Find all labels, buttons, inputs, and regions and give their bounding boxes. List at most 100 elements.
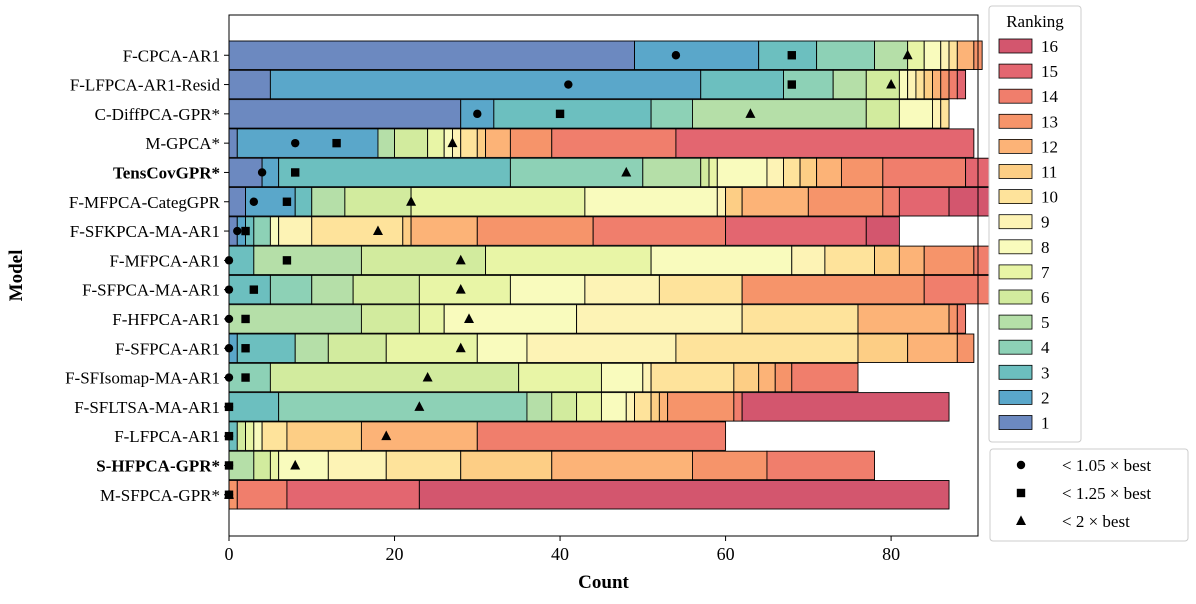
bar-segment-rank-11 bbox=[402, 216, 412, 246]
bar-segment-rank-11 bbox=[733, 362, 760, 393]
bar-segment-rank-5 bbox=[874, 40, 909, 70]
y-tick-label: M-GPCA* bbox=[145, 134, 220, 153]
y-tick-label: F-LFPCA-AR1-Resid bbox=[70, 76, 221, 95]
y-tick-label: M-SFPCA-GPR* bbox=[100, 486, 220, 505]
y-tick-label: TensCovGPR* bbox=[113, 163, 220, 182]
marker-square bbox=[282, 256, 292, 265]
bar-segment-rank-8 bbox=[923, 40, 942, 70]
bar-segment-rank-10 bbox=[460, 128, 478, 158]
bar-segment-rank-13 bbox=[509, 128, 553, 158]
bar-segment-rank-6 bbox=[360, 304, 420, 334]
bar-segment-rank-13 bbox=[956, 333, 975, 363]
bar-segment-rank-13 bbox=[741, 274, 925, 305]
bar-segment-rank-5 bbox=[253, 245, 362, 276]
bar-segment-rank-5 bbox=[311, 187, 346, 217]
bar-segment-rank-4 bbox=[269, 274, 313, 305]
y-axis: F-CPCA-AR1 F-LFPCA-AR1-Resid C-DiffPCA-GPR… bbox=[65, 46, 229, 505]
bar-segment-rank-3 bbox=[278, 157, 511, 188]
y-tick-label: F-SFPCA-AR1 bbox=[115, 339, 220, 358]
y-tick-label: F-LFPCA-AR1 bbox=[114, 427, 220, 446]
bar-segment-rank-2 bbox=[634, 40, 760, 70]
marker-triangle bbox=[886, 78, 897, 89]
bar-segment-rank-9 bbox=[278, 216, 313, 246]
x-tick-label: 20 bbox=[386, 544, 404, 564]
marker-triangle bbox=[902, 49, 913, 60]
bar-segment-rank-6 bbox=[344, 187, 412, 217]
bar-segment-rank-10 bbox=[948, 40, 958, 70]
legend-swatch-rank-4 bbox=[998, 339, 1033, 355]
plot-frame bbox=[228, 14, 979, 537]
legend-label: 3 bbox=[1041, 363, 1050, 382]
bar-segment-rank-8 bbox=[443, 304, 578, 334]
bar-segment-rank-12 bbox=[360, 421, 478, 451]
bar-segment-rank-6 bbox=[700, 157, 710, 188]
bar-segment-rank-10 bbox=[634, 392, 652, 422]
marker-legend-frame bbox=[989, 448, 1189, 542]
marker-square bbox=[282, 197, 292, 206]
legend-swatch-rank-7 bbox=[998, 264, 1033, 280]
bar-segment-rank-15 bbox=[898, 187, 950, 217]
marker-square bbox=[787, 51, 796, 60]
bar-segment-rank-11 bbox=[857, 333, 909, 363]
bar-segment-rank-11 bbox=[460, 450, 553, 481]
y-tick-label: F-MFPCA-CategGPR bbox=[69, 193, 221, 212]
y-tick-label: S-HFPCA-GPR* bbox=[96, 456, 220, 475]
bar-segment-rank-6 bbox=[865, 69, 900, 100]
bar-segment-rank-14 bbox=[551, 128, 677, 158]
legend-swatch-rank-8 bbox=[998, 239, 1033, 255]
bar-segment-rank-13 bbox=[476, 216, 594, 246]
legend-label: 16 bbox=[1041, 37, 1058, 56]
legend-swatch-rank-9 bbox=[998, 214, 1033, 230]
bar-segment-rank-1 bbox=[228, 69, 271, 100]
bar-segment-rank-4 bbox=[228, 362, 271, 393]
bar-segment-rank-14 bbox=[592, 216, 727, 246]
bar-segment-rank-7 bbox=[576, 392, 602, 422]
marker-triangle bbox=[745, 108, 756, 118]
bar-segment-rank-9 bbox=[940, 40, 950, 70]
bar-segment-rank-13 bbox=[807, 187, 884, 217]
marker-square bbox=[241, 373, 250, 382]
marker-circle bbox=[473, 109, 482, 119]
bar-segment-rank-2 bbox=[236, 128, 379, 158]
bar-segment-rank-12 bbox=[956, 40, 975, 70]
bar-segment-rank-9 bbox=[576, 304, 743, 334]
bar-segment-rank-14 bbox=[236, 480, 288, 510]
bar-segment-rank-12 bbox=[741, 187, 809, 217]
bar-segment-rank-14 bbox=[476, 421, 727, 451]
marker-square bbox=[291, 168, 300, 177]
bar-segment-rank-8 bbox=[600, 392, 627, 422]
bar-segment-rank-9 bbox=[766, 157, 784, 188]
y-tick-label: F-CPCA-AR1 bbox=[123, 46, 220, 65]
marker-square bbox=[787, 80, 796, 89]
legend-label: 8 bbox=[1041, 238, 1050, 257]
bar-segment-rank-4 bbox=[509, 157, 644, 188]
bar-segment-rank-13 bbox=[940, 69, 950, 100]
bar-segment-rank-9 bbox=[625, 392, 635, 422]
bar-segment-rank-16 bbox=[741, 392, 950, 422]
bar-segment-rank-6 bbox=[236, 421, 247, 451]
legend-label: 6 bbox=[1041, 288, 1050, 307]
bar-segment-rank-14 bbox=[766, 450, 875, 481]
marker-legend-label: < 2 × best bbox=[1062, 512, 1130, 531]
legend-swatch-rank-3 bbox=[998, 364, 1033, 380]
bar-segment-rank-14 bbox=[882, 187, 900, 217]
bar-segment-rank-9 bbox=[716, 187, 727, 217]
bar-segment-rank-9 bbox=[584, 274, 660, 305]
bar-segment-rank-10 bbox=[915, 69, 925, 100]
bar-segment-rank-10 bbox=[940, 99, 950, 129]
bar-segment-rank-13 bbox=[840, 157, 884, 188]
marker-square bbox=[241, 226, 250, 236]
bar-segment-rank-6 bbox=[360, 245, 487, 276]
ranking-legend: Ranking 16 15 14 13 12 11 10 9 8 7 6 5 4 3 2 1 bbox=[988, 5, 1082, 443]
bar-segment-rank-12 bbox=[551, 450, 693, 481]
legend-label: 1 bbox=[1041, 414, 1050, 433]
bar-segment-rank-6 bbox=[551, 392, 578, 422]
bar-segment-rank-12 bbox=[658, 392, 669, 422]
bar-segment-rank-5 bbox=[294, 333, 329, 363]
x-axis: 0 20 40 60 80 bbox=[225, 536, 900, 564]
bar-segment-rank-10 bbox=[824, 245, 875, 276]
bar-segment-rank-12 bbox=[758, 362, 776, 393]
bar-segment-rank-11 bbox=[874, 245, 900, 276]
bar-segment-rank-5 bbox=[832, 69, 867, 100]
